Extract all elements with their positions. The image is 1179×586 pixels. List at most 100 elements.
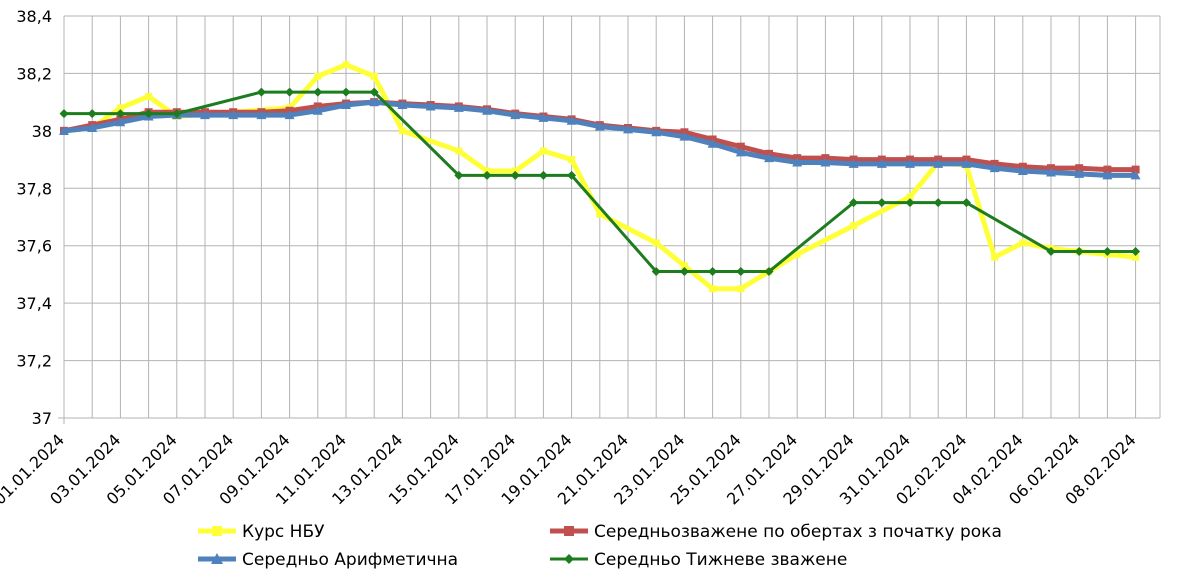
data-point [256,110,267,120]
data-point [87,109,97,119]
data-point [314,72,322,80]
data-point [1017,166,1028,176]
data-point [905,198,915,208]
data-point [455,147,463,155]
legend-marker [564,526,574,536]
data-point [59,109,69,119]
data-point [651,127,662,137]
data-point [1074,168,1085,178]
data-point [849,198,859,208]
y-tick-label: 37,4 [16,294,52,313]
series-4 [59,87,1141,277]
legend-item: Курс НБУ [198,522,325,542]
data-point [398,127,406,135]
data-point [708,267,718,277]
legend-label: Середньозважене по обертах з початку рок… [594,522,1002,542]
data-point [285,87,295,97]
data-point [651,267,661,277]
data-point [961,158,972,168]
grid-lines [63,15,1161,419]
y-tick-labels: 37 37,2 37,4 37,6 37,8 38 38,2 38,4 [16,7,52,428]
data-point [793,250,801,258]
data-point [228,110,239,120]
data-point [115,109,125,119]
y-tick-label: 38,2 [16,64,52,83]
legend: Курс НБУ Середньо Арифметична Середньозваж… [198,522,1002,570]
data-point [906,193,914,201]
legend-marker [564,554,574,564]
data-point [538,112,549,122]
data-point [707,138,718,148]
data-point [1102,246,1112,256]
data-point [933,158,944,168]
data-point [313,87,323,97]
data-point [905,158,915,168]
data-point [1046,167,1056,177]
data-point [596,210,604,218]
data-point [454,170,464,180]
y-tick-label: 38,4 [16,7,52,26]
data-point [764,153,774,163]
legend-marker [211,553,223,564]
data-point [568,156,576,164]
data-point [510,110,521,120]
data-point [679,267,689,277]
data-point [991,253,999,261]
data-point [341,100,351,110]
data-point [764,267,774,277]
legend-label: Середньо Арифметична [242,550,458,570]
data-point [567,170,577,180]
data-point [709,285,717,293]
series-lines [59,61,1141,293]
data-point [961,198,971,208]
data-point [850,222,858,230]
data-point [200,110,210,120]
series-line [63,62,1136,292]
data-point [425,101,436,111]
data-point [566,115,577,125]
data-point [115,117,126,127]
data-point [1131,246,1141,256]
data-point [59,125,69,135]
data-point [312,105,323,115]
legend-marker [212,526,222,536]
y-tick-label: 37,8 [16,179,52,198]
data-point [1046,246,1056,256]
data-point [397,100,408,110]
data-point [989,163,1000,173]
data-point [848,158,859,168]
data-point [1132,253,1140,261]
x-tick-labels: 01.01.202403.01.202405.01.202407.01.2024… [0,430,1140,508]
legend-label: Середньо Тижневе зважене [594,550,847,570]
data-point [594,121,605,131]
data-point [369,87,379,97]
data-point [736,267,746,277]
data-point [736,142,745,151]
data-point [1131,165,1140,174]
data-point [87,122,98,132]
y-tick-label: 37 [32,409,52,428]
data-point [1130,170,1141,180]
data-point [144,109,154,119]
data-point [256,87,266,97]
data-point [820,157,831,167]
data-point [284,110,295,120]
data-point [538,170,548,180]
data-point [116,104,124,112]
data-point [737,285,745,293]
data-point [679,131,690,141]
y-tick-label: 37,2 [16,352,52,371]
data-point [145,92,153,100]
data-point [369,97,380,107]
legend-item: Середньо Арифметична [198,550,458,570]
axes [58,16,1160,424]
data-point [539,147,547,155]
y-tick-label: 37,6 [16,237,52,256]
data-point [1074,246,1084,256]
data-point [453,102,464,112]
data-point [735,147,746,157]
data-point [652,239,660,247]
y-tick-label: 38 [32,122,52,141]
data-point [482,105,492,115]
